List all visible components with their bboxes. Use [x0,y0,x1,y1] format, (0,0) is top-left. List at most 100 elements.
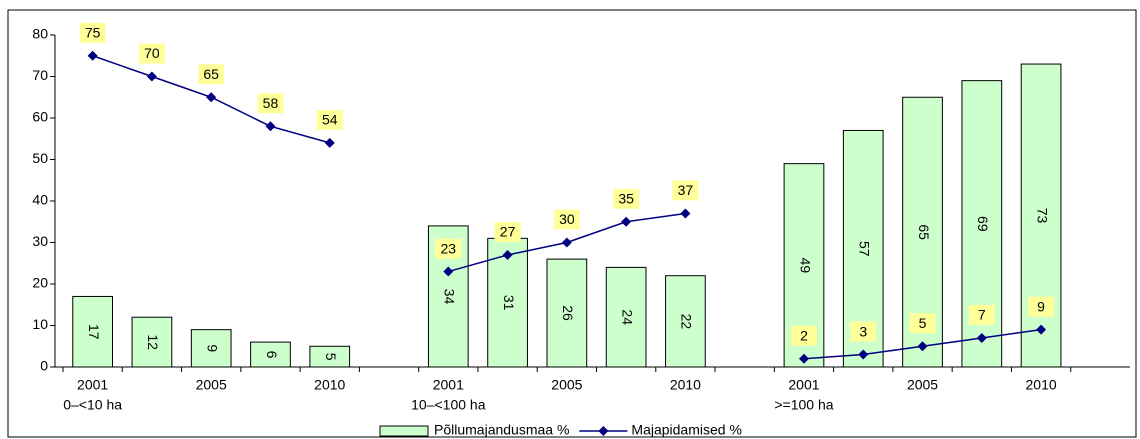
line-value-text: 37 [678,182,694,198]
line-value-label: 27 [494,221,521,242]
y-tick-label: 30 [32,233,48,249]
line-value-text: 9 [1037,298,1045,314]
line-value-label: 75 [79,22,106,43]
y-tick-label: 50 [32,150,48,166]
label-box [198,64,225,85]
line-marker [324,137,335,148]
group-label: 0–<10 ha [63,397,122,413]
line-value-text: 65 [203,66,219,82]
line-value-text: 7 [978,307,986,323]
label-box [672,180,699,201]
line-marker [265,121,276,132]
line-value-label: 3 [850,321,877,342]
label-box [316,109,343,130]
y-tick-label: 0 [40,358,48,374]
bar-value-label: 65 [916,224,932,240]
line-value-text: 54 [322,112,338,128]
line-value-text: 58 [263,95,279,111]
legend-marker [598,426,609,436]
x-tick-label: 2005 [551,377,582,393]
bar-value-label: 17 [86,324,102,340]
y-tick-label: 10 [32,316,48,332]
line-value-label: 23 [435,238,462,259]
bar-value-label: 9 [204,344,220,352]
y-tick-label: 20 [32,275,48,291]
label-box [138,43,165,64]
line-value-label: 2 [790,325,817,346]
line-value-text: 3 [859,323,867,339]
label-box [968,304,995,325]
bar-value-label: 73 [1034,208,1050,224]
line-value-label: 58 [257,93,284,114]
x-tick-label: 2001 [77,377,108,393]
line-marker [443,266,454,277]
group-label: 10–<100 ha [411,397,486,413]
x-tick-label: 2005 [196,377,227,393]
legend-label: Majapidamised % [631,422,742,438]
line-value-text: 2 [800,327,808,343]
bar [546,258,588,368]
line-marker [146,71,157,82]
x-tick-label: 2010 [670,377,701,393]
y-tick-label: 40 [32,192,48,208]
label-box [909,313,936,334]
label-box [850,321,877,342]
line-marker [561,237,572,248]
group-label: >=100 ha [774,397,833,413]
legend-label: Põllumajandusmaa % [434,422,569,438]
bar-value-label: 6 [264,351,280,359]
line-marker [502,249,513,260]
bar-value-label: 12 [145,334,161,350]
bar [309,345,351,368]
line-value-label: 54 [316,109,343,130]
line-value-label: 7 [968,304,995,325]
x-tick-label: 2005 [907,377,938,393]
bar-value-label: 34 [442,289,458,305]
bar-value-label: 69 [975,216,991,232]
y-tick-label: 80 [32,26,48,42]
bar-value-label: 57 [857,241,873,257]
bar-value-label: 5 [323,353,339,361]
x-tick-label: 2010 [1026,377,1057,393]
bar-value-label: 22 [679,314,695,330]
bar [605,266,647,368]
line-marker [680,208,691,219]
line-marker [1036,324,1047,335]
bar [131,316,173,368]
line-value-text: 70 [144,45,160,61]
line-value-text: 5 [919,315,927,331]
x-tick-label: 2001 [788,377,819,393]
bar [190,329,232,368]
line-marker [798,353,809,364]
bar-value-label: 49 [797,258,813,274]
label-box [613,188,640,209]
legend-swatch [379,425,429,437]
label-box [435,238,462,259]
line-value-label: 9 [1028,296,1055,317]
bar [665,275,706,368]
label-box [553,209,580,230]
line-value-text: 23 [441,240,457,256]
line-value-label: 37 [672,180,699,201]
line-value-text: 30 [559,211,575,227]
y-tick-label: 70 [32,67,48,83]
line-value-label: 5 [909,313,936,334]
line-marker [858,349,869,360]
label-box [1028,296,1055,317]
line-value-label: 35 [613,188,640,209]
line-value-label: 70 [138,43,165,64]
line-marker [206,92,217,103]
line-value-label: 65 [198,64,225,85]
label-box [79,22,106,43]
line-marker [87,50,98,61]
bar [72,295,113,368]
line-marker [621,216,632,227]
line-value-text: 35 [618,190,634,206]
bar-value-label: 26 [560,305,576,321]
label-box [494,221,521,242]
bar-value-label: 31 [501,295,517,311]
x-tick-label: 2001 [433,377,464,393]
label-box [790,325,817,346]
line-marker [917,341,928,352]
